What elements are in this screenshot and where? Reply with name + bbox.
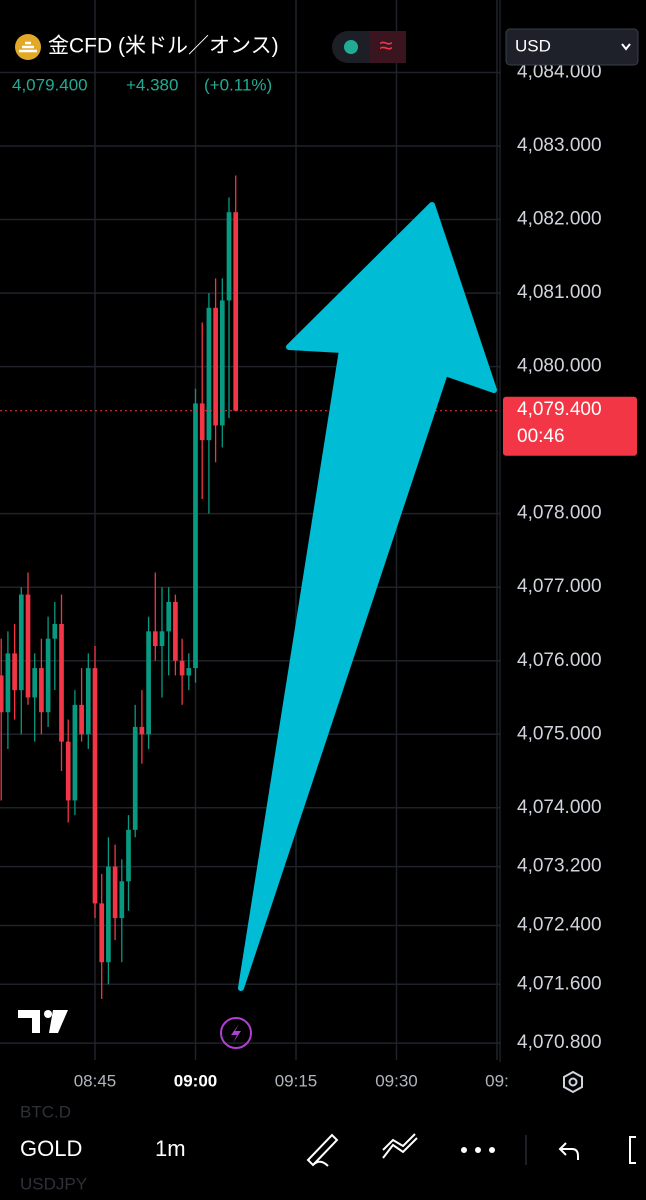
candle-body — [126, 829, 131, 882]
watch-below: USDJPY — [20, 1174, 87, 1193]
symbol-icon-bars — [19, 41, 37, 53]
status-wave: ≈ — [379, 32, 392, 59]
candle-body — [99, 903, 105, 963]
candle-body — [166, 601, 172, 632]
candle-body — [159, 631, 165, 647]
countdown-label: 00:46 — [517, 426, 565, 447]
candle-body — [5, 653, 11, 713]
candle-body — [85, 668, 91, 735]
y-tick-label: 4,078.000 — [517, 503, 602, 524]
events-bolt — [231, 1024, 241, 1043]
candle-body — [119, 881, 125, 919]
header-change: +4.380 — [126, 75, 178, 94]
x-tick-label: 09: — [485, 1071, 509, 1090]
candle-body — [72, 704, 78, 801]
undo-button[interactable] — [558, 1142, 579, 1160]
candle-body — [0, 675, 4, 713]
dropdown-caret — [621, 43, 631, 51]
candle-body — [39, 668, 44, 713]
fullscreen-button[interactable] — [629, 1136, 636, 1164]
candle-body — [32, 668, 38, 698]
candle-body — [132, 726, 138, 830]
header-price: 4,079.400 — [12, 75, 88, 94]
more-dot[interactable] — [461, 1147, 467, 1153]
x-tick-label: 09:00 — [174, 1071, 217, 1090]
candle-body — [152, 631, 158, 647]
candle-body — [59, 623, 64, 742]
indicator-tool[interactable] — [382, 1133, 418, 1159]
candle-body — [65, 741, 71, 801]
more-dot — [489, 1147, 495, 1153]
y-tick-label: 4,072.400 — [517, 914, 602, 935]
y-tick-label: 4,075.000 — [517, 723, 602, 744]
candle-body — [179, 660, 185, 676]
y-tick-label: 4,070.800 — [517, 1032, 602, 1053]
last-price-label: 4,079.400 — [517, 399, 602, 420]
draw-tool[interactable] — [306, 1133, 339, 1167]
settings-icon[interactable] — [563, 1070, 583, 1094]
candle-body — [79, 704, 84, 735]
y-tick-label: 4,080.000 — [517, 356, 602, 377]
candle-body — [226, 212, 232, 301]
y-tick-label: 4,077.000 — [517, 576, 602, 597]
status-pill-right — [369, 31, 406, 63]
candle-body — [92, 668, 98, 904]
symbol-title[interactable]: 金CFD (米ドル／オンス) — [48, 35, 279, 58]
watch-above: BTC.D — [20, 1102, 71, 1121]
more-dot — [475, 1147, 481, 1153]
settings-icon-center — [568, 1077, 578, 1087]
toolbar-symbol[interactable]: GOLD — [20, 1136, 82, 1161]
y-tick-label: 4,073.200 — [517, 856, 602, 877]
axes: 4,084.000 4,083.000 4,082.000 4,081.000 4,08… — [74, 62, 637, 1090]
candle-body — [106, 866, 111, 963]
plot — [0, 175, 500, 999]
candle-body — [193, 403, 198, 669]
candle-body — [18, 594, 24, 691]
candle-body — [139, 726, 145, 735]
candle-body — [45, 638, 51, 713]
candle-body — [146, 631, 151, 735]
events-icon[interactable] — [220, 1017, 252, 1049]
tv-logo — [18, 1010, 40, 1033]
candle-body — [233, 212, 239, 411]
candle-body — [12, 653, 17, 691]
x-tick-label: 09:15 — [275, 1071, 318, 1090]
candle-body — [219, 300, 225, 426]
toolbar-interval[interactable]: 1m — [155, 1136, 186, 1161]
candle-body — [186, 668, 192, 676]
candle-body — [199, 403, 205, 441]
candle-body — [173, 601, 178, 661]
candle-body — [112, 866, 118, 919]
tv-logo-v — [49, 1010, 68, 1033]
y-tick-label: 4,074.000 — [517, 797, 602, 818]
tv-logo-dot — [44, 1010, 52, 1018]
candle-body — [213, 307, 218, 426]
header-change-pct: (+0.11%) — [204, 75, 272, 94]
y-tick-label: 4,076.000 — [517, 650, 602, 671]
candle-body — [25, 594, 31, 698]
candle-body — [206, 307, 212, 441]
candle-body — [52, 623, 58, 639]
y-tick-label: 4,083.000 — [517, 135, 602, 156]
y-tick-label: 4,081.000 — [517, 282, 602, 303]
currency-dropdown[interactable] — [505, 28, 639, 66]
x-tick-label: 09:30 — [375, 1071, 418, 1090]
x-tick-label: 08:45 — [74, 1071, 117, 1090]
y-tick-label: 4,084.000 — [517, 62, 602, 83]
y-tick-label: 4,082.000 — [517, 209, 602, 230]
currency-label: USD — [515, 36, 551, 55]
last-price-box — [503, 396, 637, 456]
arrow-annotation — [238, 202, 497, 991]
y-tick-label: 4,071.600 — [517, 973, 602, 994]
market-open-dot — [344, 40, 358, 54]
